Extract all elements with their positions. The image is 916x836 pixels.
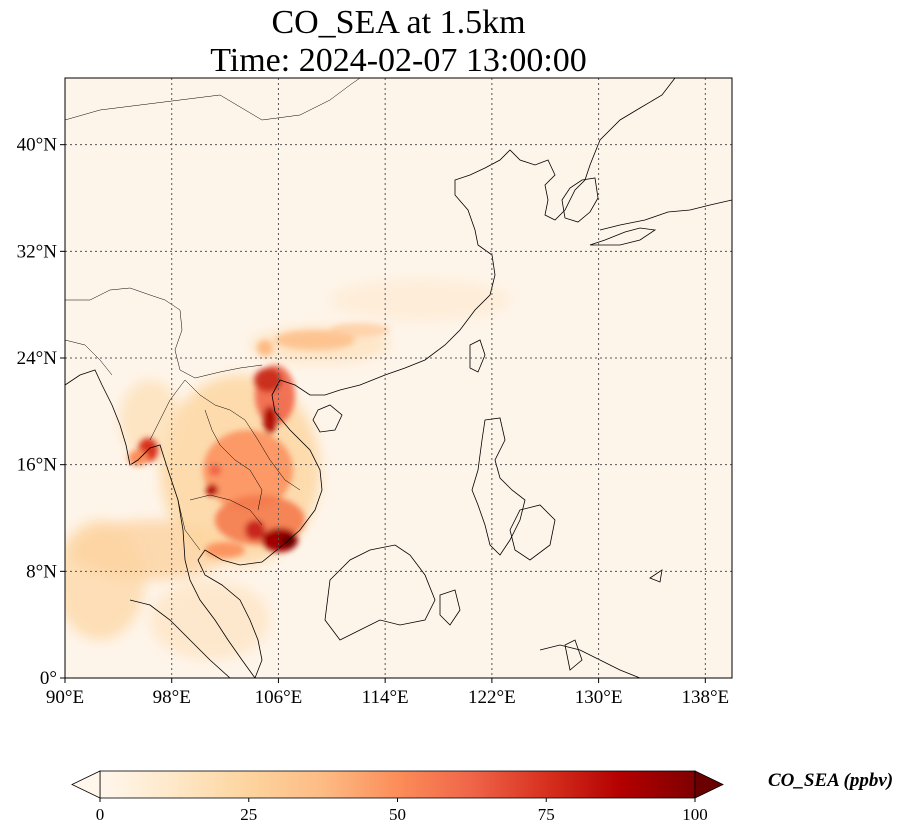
lat-tick-label: 32°N: [17, 241, 58, 262]
map-gridlines: [65, 78, 732, 678]
colorbar-ticks: 0 25 50 75 100: [96, 798, 708, 824]
map-frame: [64, 77, 733, 679]
colorbar-tick-label: 50: [389, 805, 406, 824]
lat-tick-label: 0°: [40, 668, 57, 689]
lon-tick-label: 90°E: [46, 687, 84, 708]
lat-tick-label: 16°N: [17, 455, 58, 476]
colorbar: 0 25 50 75 100: [71, 770, 724, 824]
colorbar-tick-label: 75: [538, 805, 555, 824]
colorbar-tick-label: 100: [682, 805, 708, 824]
lon-tick-label: 98°E: [153, 687, 191, 708]
title-variable: CO_SEA at 1.5km: [271, 4, 526, 41]
title-time: Time: 2024-02-07 13:00:00: [210, 42, 587, 79]
colorbar-gradient: [99, 770, 696, 799]
colorbar-extend-high: [694, 770, 724, 799]
colorbar-tick-label: 25: [240, 805, 257, 824]
map-axes: 90°E 98°E 106°E 114°E 122°E 130°E 138°E 0° 8°N 16…: [17, 135, 730, 708]
map-title: CO_SEA at 1.5km Time: 2024-02-07 13:00:0…: [65, 4, 732, 80]
lat-tick-label: 24°N: [17, 348, 58, 369]
lon-tick-label: 138°E: [681, 687, 729, 708]
map-background: [65, 78, 732, 678]
lon-tick-label: 122°E: [468, 687, 516, 708]
country-borders: [65, 78, 361, 551]
lat-tick-label: 40°N: [17, 135, 58, 156]
colorbar-tick-label: 0: [96, 805, 105, 824]
concentration-field: [65, 78, 732, 678]
co-plume-core: [128, 323, 390, 558]
lon-tick-label: 130°E: [575, 687, 623, 708]
colorbar-title: CO_SEA (ppbv): [768, 770, 894, 791]
lat-tick-label: 8°N: [26, 561, 57, 582]
coastlines: [65, 78, 732, 678]
lon-tick-label: 106°E: [255, 687, 303, 708]
colorbar-extend-low: [71, 770, 101, 799]
lon-tick-label: 114°E: [362, 687, 409, 708]
